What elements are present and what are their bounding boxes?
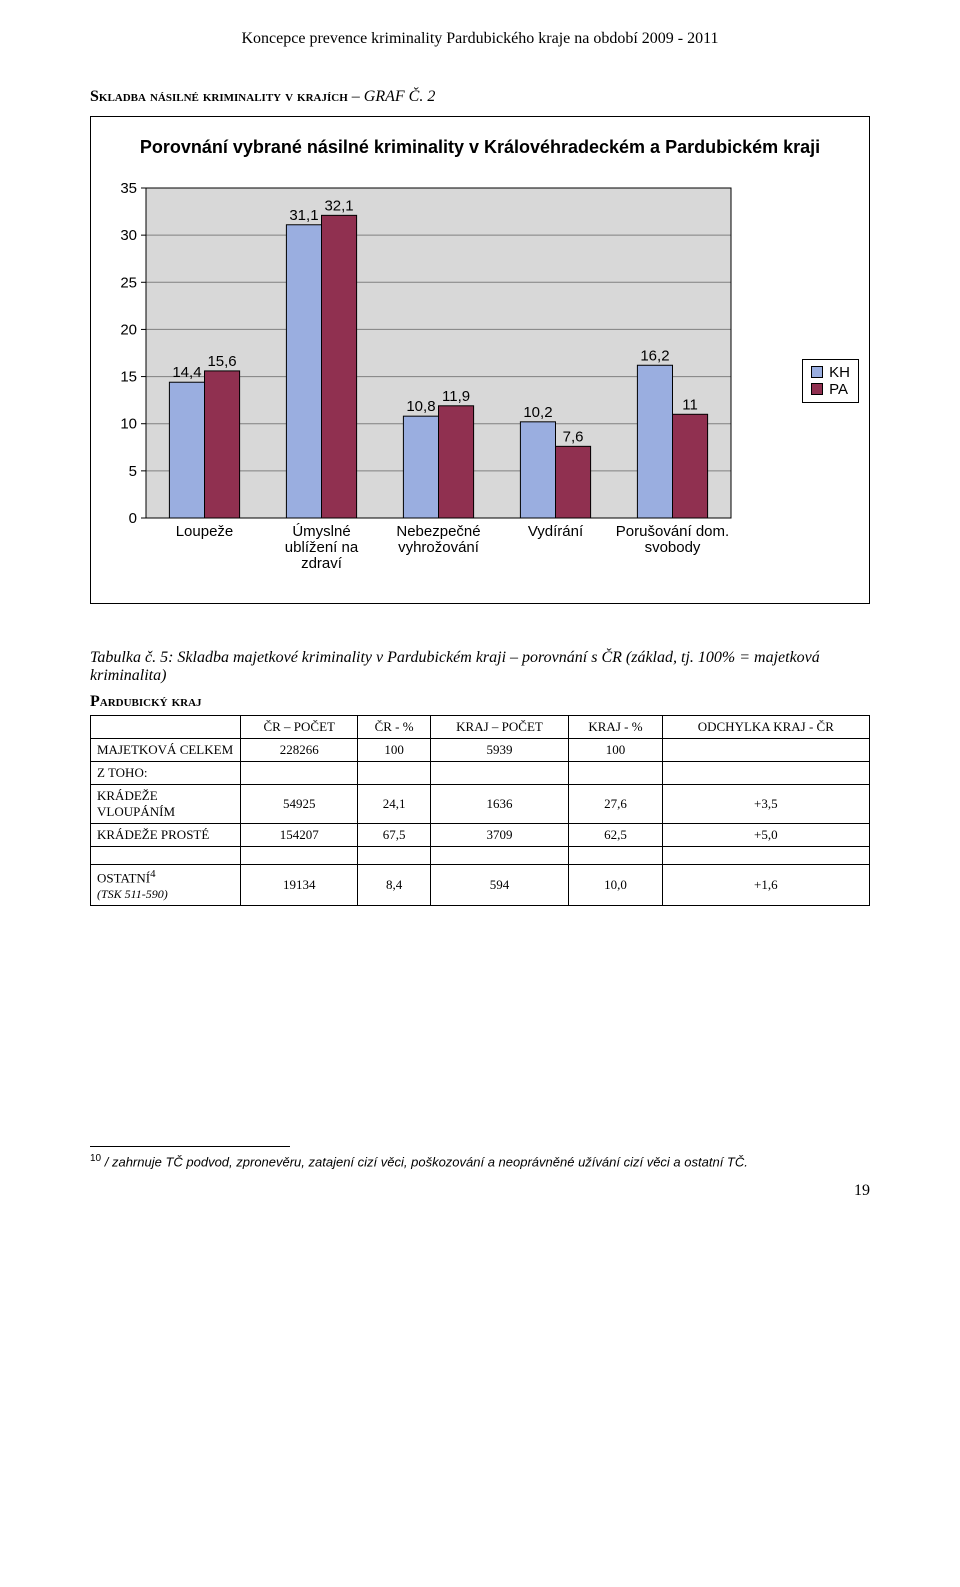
table-row-label: KRÁDEŽE VLOUPÁNÍM [91,785,241,824]
svg-text:32,1: 32,1 [324,197,353,214]
svg-text:Úmyslné: Úmyslné [292,523,350,540]
table-section-label: Pardubický kraj [90,693,870,711]
svg-text:15,6: 15,6 [207,353,236,370]
table-row: Z TOHO: [91,762,870,785]
footnote-marker: 10 [90,1153,101,1164]
table-cell [569,762,662,785]
svg-text:Loupeže: Loupeže [176,523,234,540]
svg-text:7,6: 7,6 [563,428,584,445]
table-cell: 1636 [430,785,569,824]
table-spacer-row [91,847,870,865]
table-cell [662,762,869,785]
table-caption: Tabulka č. 5: Skladba majetkové kriminal… [90,649,870,685]
page-number: 19 [90,1182,870,1200]
footnote-text: / zahrnuje TČ podvod, zpronevěru, zataje… [101,1155,748,1170]
legend-swatch [811,366,823,378]
svg-text:25: 25 [120,274,137,291]
table-header-cell: ČR - % [358,716,430,739]
table-cell: 8,4 [358,865,430,906]
svg-text:11: 11 [682,396,698,413]
table-cell [662,739,869,762]
table-cell [662,847,869,865]
table-cell [358,847,430,865]
svg-text:16,2: 16,2 [640,347,669,364]
table-cell: +3,5 [662,785,869,824]
svg-text:35: 35 [120,180,137,197]
section-heading-caps: Skladba násilné kriminality v krajích [90,88,348,105]
table-cell: 3709 [430,824,569,847]
section-heading: Skladba násilné kriminality v krajích – … [90,88,870,106]
footnote: 10 / zahrnuje TČ podvod, zpronevěru, zat… [90,1153,870,1169]
svg-text:14,4: 14,4 [172,364,201,381]
table-cell: +1,6 [662,865,869,906]
table-cell: 100 [358,739,430,762]
table-cell: 27,6 [569,785,662,824]
table-cell: 100 [569,739,662,762]
chart-container: Porovnání vybrané násilné kriminality v … [90,116,870,604]
table-cell: +5,0 [662,824,869,847]
table-cell [91,847,241,865]
svg-text:30: 30 [120,227,137,244]
svg-text:Porušování dom.: Porušování dom. [616,523,729,540]
table-cell: 154207 [241,824,358,847]
table-row: KRÁDEŽE VLOUPÁNÍM5492524,1163627,6+3,5 [91,785,870,824]
table-cell [241,847,358,865]
table-cell: 24,1 [358,785,430,824]
svg-text:Vydírání: Vydírání [528,523,584,540]
svg-text:15: 15 [120,369,137,386]
legend-label: KH [829,364,850,381]
legend-swatch [811,383,823,395]
legend-label: PA [829,381,848,398]
svg-text:31,1: 31,1 [289,207,318,224]
table-row-label: MAJETKOVÁ CELKEM [91,739,241,762]
chart-legend: KHPA [802,359,859,403]
table-cell: 594 [430,865,569,906]
svg-text:5: 5 [129,463,137,480]
table-cell: 228266 [241,739,358,762]
legend-item: KH [811,364,850,381]
svg-text:20: 20 [120,321,137,338]
data-table: ČR – POČETČR - %KRAJ – POČETKRAJ - %ODCH… [90,715,870,906]
table-cell: 67,5 [358,824,430,847]
table-header-cell: ČR – POČET [241,716,358,739]
svg-text:0: 0 [129,510,137,527]
table-cell [569,847,662,865]
svg-text:svobody: svobody [645,539,701,556]
chart-plot: 0 5 10 15 20 25 30 35 14,4 15,6 Loupeže 31,1 32,1 Úmy… [101,178,796,583]
table-header-cell: ODCHYLKA KRAJ - ČR [662,716,869,739]
svg-text:Nebezpečné: Nebezpečné [396,523,480,540]
svg-text:vyhrožování: vyhrožování [398,539,480,556]
page-header: Koncepce prevence kriminality Pardubické… [90,30,870,48]
table-cell: 19134 [241,865,358,906]
table-cell [430,762,569,785]
table-cell [430,847,569,865]
table-header-cell [91,716,241,739]
svg-text:10: 10 [120,416,137,433]
svg-text:10,2: 10,2 [523,404,552,421]
legend-item: PA [811,381,850,398]
table-row: MAJETKOVÁ CELKEM2282661005939100 [91,739,870,762]
table-cell [358,762,430,785]
svg-text:10,8: 10,8 [406,398,435,415]
section-heading-tail: – GRAF Č. 2 [348,88,436,105]
svg-text:11,9: 11,9 [442,388,470,405]
table-row-label: OSTATNÍ4(TSK 511-590) [91,865,241,906]
table-cell [241,762,358,785]
table-row: KRÁDEŽE PROSTÉ15420767,5370962,5+5,0 [91,824,870,847]
table-row: OSTATNÍ4(TSK 511-590)191348,459410,0+1,6 [91,865,870,906]
table-cell: 5939 [430,739,569,762]
svg-text:ublížení na: ublížení na [285,539,359,556]
table-header-row: ČR – POČETČR - %KRAJ – POČETKRAJ - %ODCH… [91,716,870,739]
footnote-separator [90,1146,290,1147]
table-row-label: Z TOHO: [91,762,241,785]
table-header-cell: KRAJ – POČET [430,716,569,739]
table-row-label: KRÁDEŽE PROSTÉ [91,824,241,847]
chart-title: Porovnání vybrané násilné kriminality v … [101,137,859,158]
table-cell: 62,5 [569,824,662,847]
table-cell: 10,0 [569,865,662,906]
table-cell: 54925 [241,785,358,824]
svg-text:zdraví: zdraví [301,555,343,572]
table-header-cell: KRAJ - % [569,716,662,739]
